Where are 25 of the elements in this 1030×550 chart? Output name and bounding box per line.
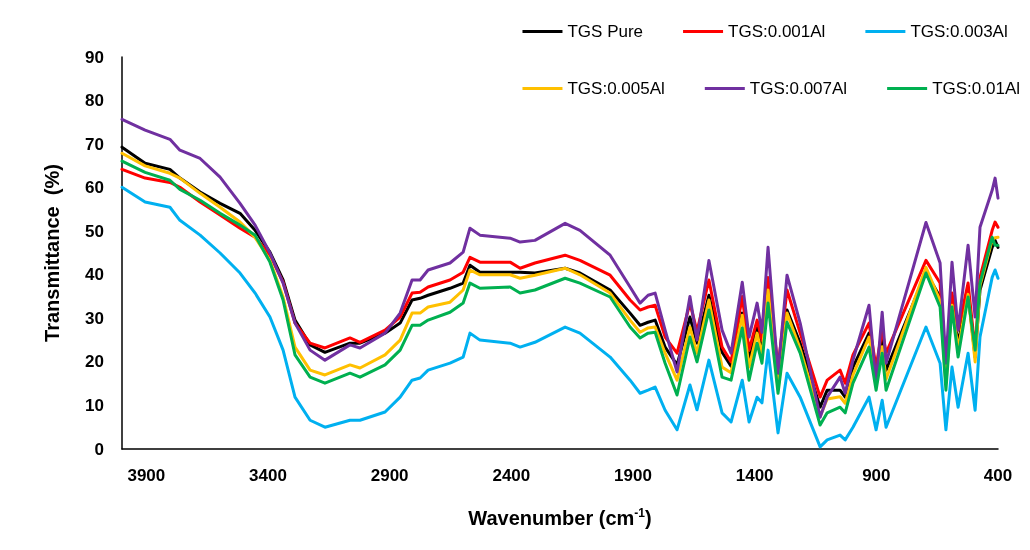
legend-label: TGS:0.01Al: [932, 79, 1020, 98]
legend-label: TGS:0.007Al: [749, 79, 848, 98]
legend-label: TGS:0.003Al: [910, 22, 1008, 41]
y-tick-label: 60: [85, 178, 104, 198]
y-tick-label: 40: [85, 265, 104, 285]
y-tick-label: 80: [85, 91, 104, 111]
x-tick-label: 1900: [614, 466, 652, 485]
x-tick-label: 3400: [249, 466, 287, 485]
y-tick-label: 20: [85, 352, 104, 372]
x-tick-label: 2900: [370, 466, 409, 485]
x-tick-label: 400: [983, 466, 1013, 485]
x-tick-label: 900: [862, 466, 891, 485]
legend-label: TGS:0.001Al: [728, 22, 826, 41]
x-tick-label: 1400: [735, 466, 774, 485]
y-tick-label: 10: [85, 395, 104, 415]
y-tick-label: 90: [85, 47, 104, 67]
y-tick-label: 50: [85, 221, 104, 241]
y-tick-label: 70: [85, 134, 104, 154]
y-tick-label: 30: [85, 308, 104, 328]
y-axis-title: Transmittance (%): [41, 164, 63, 342]
legend-label: TGS:0.005Al: [567, 79, 665, 98]
x-tick-label: 2400: [492, 466, 531, 485]
y-tick-label: 0: [94, 439, 104, 459]
legend-label: TGS Pure: [567, 22, 644, 41]
x-tick-label: 3900: [127, 466, 166, 485]
